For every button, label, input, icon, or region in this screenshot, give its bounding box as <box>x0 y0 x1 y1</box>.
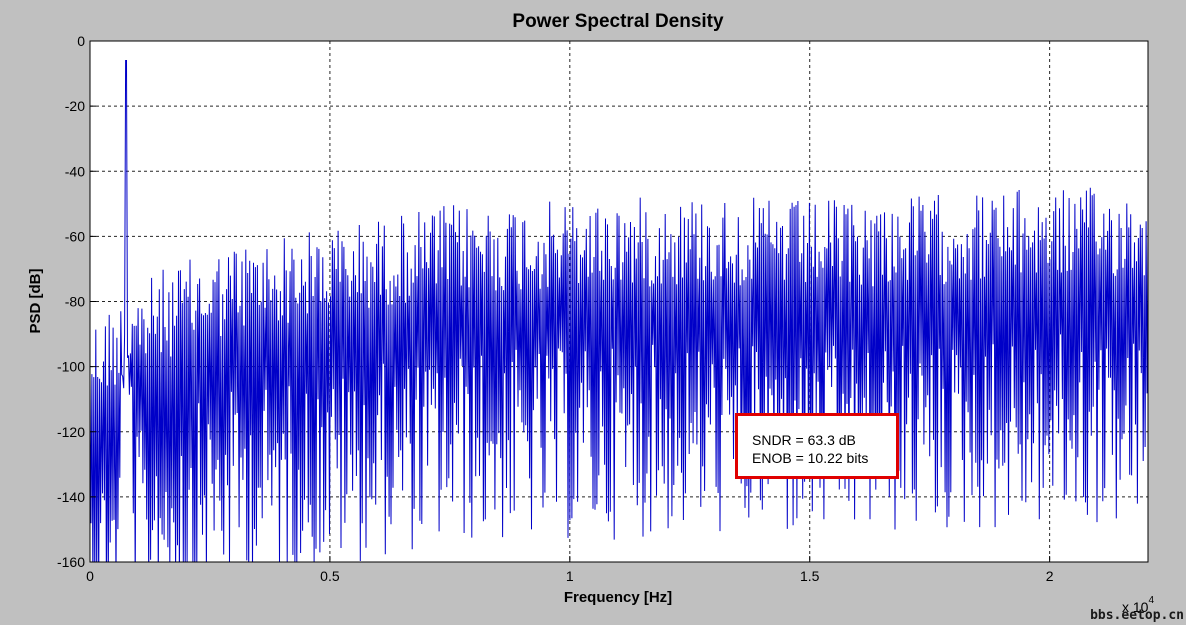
y-tick-label: -100 <box>57 359 85 375</box>
watermark-text: bbs.eetop.cn <box>1090 608 1184 623</box>
chart-title: Power Spectral Density <box>512 11 724 32</box>
y-axis-label: PSD [dB] <box>27 269 44 334</box>
y-tick-label: -40 <box>65 163 85 179</box>
psd-series-line <box>90 60 1148 562</box>
enob-annotation: ENOB = 10.22 bits <box>752 450 869 466</box>
x-axis-ticks: 0 0.5 1 1.5 2 <box>86 556 1054 584</box>
metrics-annotation-box: SNDR = 63.3 dB ENOB = 10.22 bits <box>735 413 899 479</box>
x-tick-label: 2 <box>1046 568 1054 584</box>
x-scale-base: x 10 <box>1122 599 1149 615</box>
x-scale-exponent: 4 <box>1148 595 1154 606</box>
y-tick-label: -20 <box>65 98 85 114</box>
y-tick-label: -60 <box>65 228 85 244</box>
x-axis-label: Frequency [Hz] <box>564 589 672 606</box>
x-tick-label: 1 <box>566 568 574 584</box>
x-tick-label: 0 <box>86 568 94 584</box>
y-tick-label: -140 <box>57 489 85 505</box>
y-tick-label: -160 <box>57 554 85 570</box>
y-tick-label: -120 <box>57 424 85 440</box>
x-axis-scale-label: x 104 <box>1122 595 1154 615</box>
sndr-annotation: SNDR = 63.3 dB <box>752 432 856 448</box>
y-tick-label: 0 <box>77 33 85 49</box>
y-axis-ticks: 0 -20 -40 -60 -80 -100 -120 -140 -160 <box>57 33 96 570</box>
x-tick-label: 1.5 <box>800 568 820 584</box>
y-tick-label: -80 <box>65 294 85 310</box>
x-tick-label: 0.5 <box>320 568 340 584</box>
